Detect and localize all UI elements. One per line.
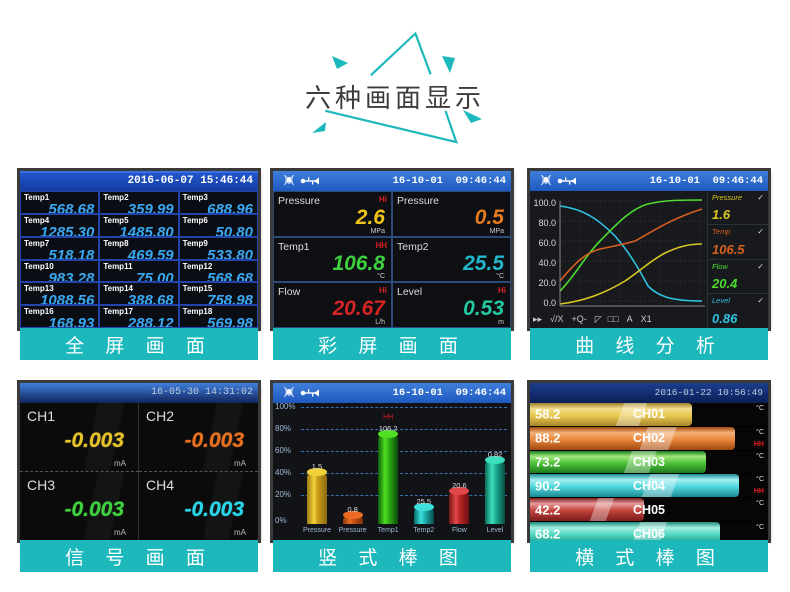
svg-text:20.0: 20.0 [538,278,556,288]
svg-text:60.0: 60.0 [538,238,556,248]
svg-text:100.0: 100.0 [533,198,556,208]
svg-text:80.0: 80.0 [538,218,556,228]
svg-text:40.0: 40.0 [538,258,556,268]
svg-text:0.0: 0.0 [543,298,556,308]
